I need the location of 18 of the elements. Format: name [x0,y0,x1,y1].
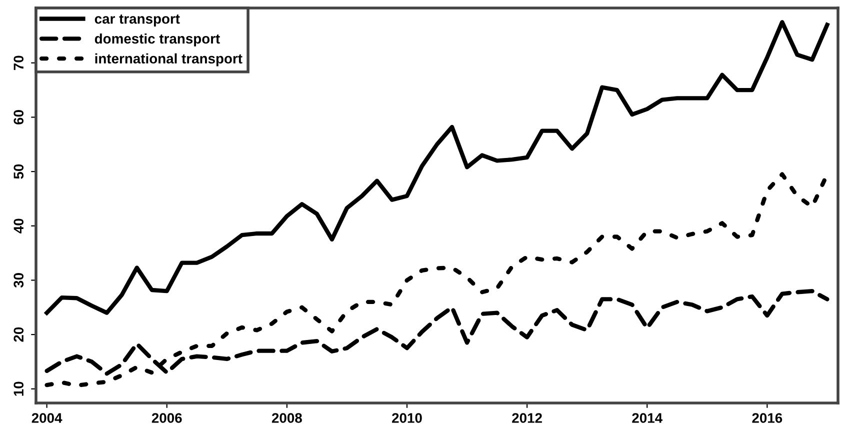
x-tick-label: 2014 [632,413,662,423]
x-tick-label: 2010 [392,413,422,423]
x-tick-label: 2012 [512,413,542,423]
y-tick-label: 60 [14,110,24,124]
y-tick-label: 30 [14,273,24,288]
x-tick-label: 2006 [152,413,182,423]
legend-label: domestic transport [94,33,220,46]
y-tick-label: 10 [14,382,24,396]
legend-label: international transport [95,53,242,66]
x-tick-label: 2016 [752,413,782,423]
legend-label: car transport [94,14,180,27]
y-tick-label: 70 [14,56,24,70]
line-series [44,172,830,388]
y-tick-label: 40 [14,218,24,234]
x-tick-label: 2004 [32,413,62,423]
x-tick-label: 2008 [272,413,302,423]
y-tick-label: 50 [14,164,24,179]
y-tick-label: 20 [14,327,24,342]
